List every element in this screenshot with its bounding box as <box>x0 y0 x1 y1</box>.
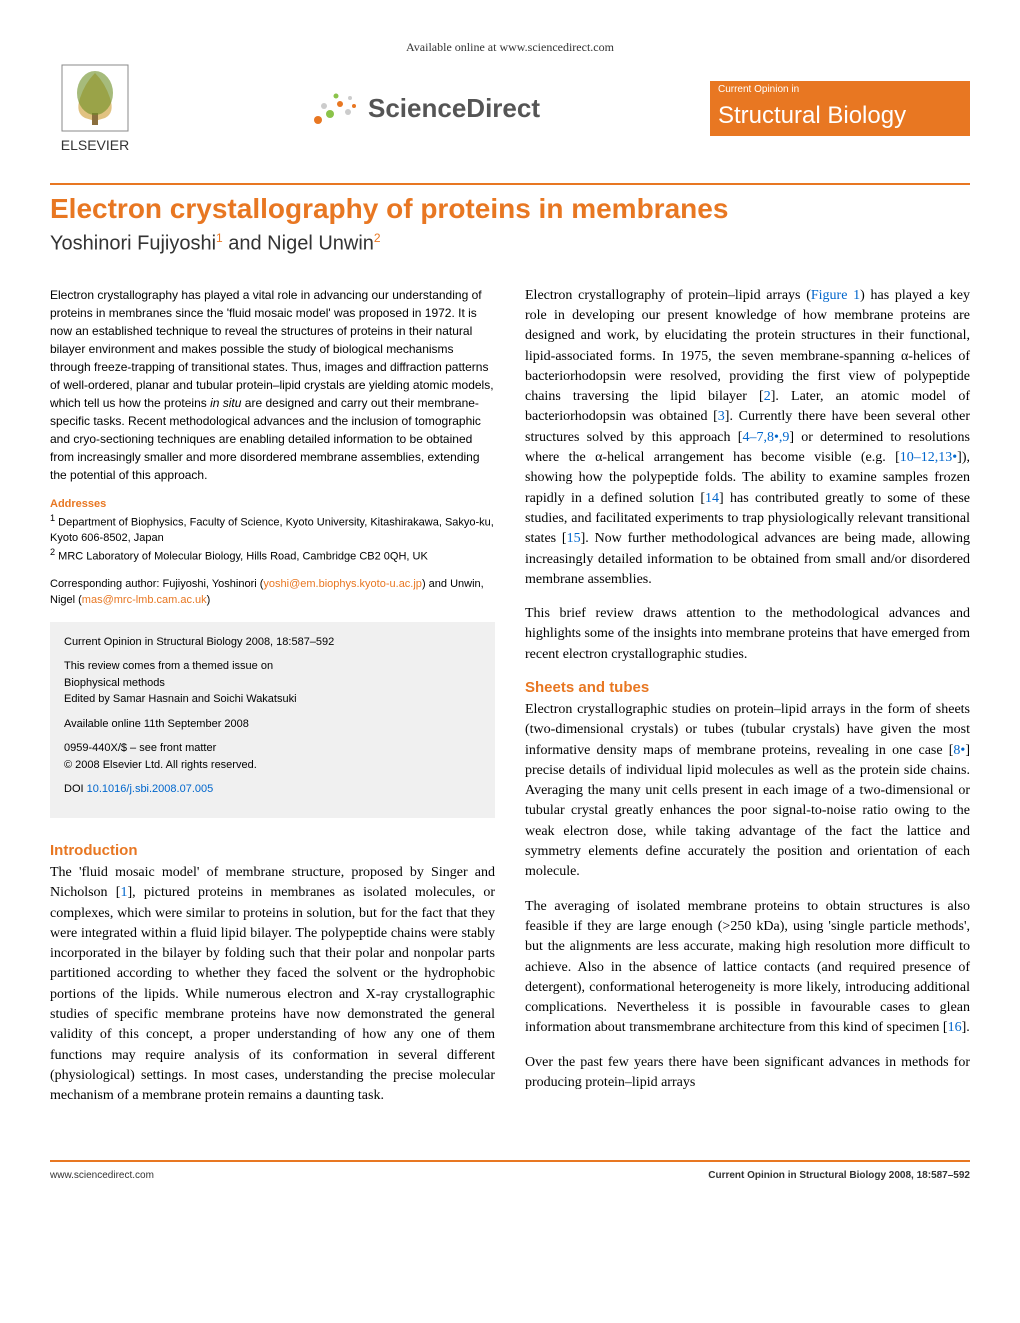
doi-line: DOI 10.1016/j.sbi.2008.07.005 <box>64 781 481 798</box>
introduction-p3: This brief review draws attention to the… <box>525 604 970 665</box>
footer-right: Current Opinion in Structural Biology 20… <box>708 1170 970 1181</box>
sciencedirect-label: ScienceDirect <box>368 93 540 124</box>
page-footer: www.sciencedirect.com Current Opinion in… <box>50 1160 970 1181</box>
journal-banner-name: Structural Biology <box>710 98 970 136</box>
article-authors: Yoshinori Fujiyoshi1 and Nigel Unwin2 <box>50 231 970 256</box>
available-online-text: Available online at www.sciencedirect.co… <box>50 40 970 55</box>
footer-left: www.sciencedirect.com <box>50 1170 154 1181</box>
elsevier-label: ELSEVIER <box>61 137 129 153</box>
citation-info-box: Current Opinion in Structural Biology 20… <box>50 622 495 818</box>
introduction-p2: Electron crystallography of protein–lipi… <box>525 286 970 590</box>
themed-issue: This review comes from a themed issue on… <box>64 658 481 708</box>
address-1: 1 Department of Biophysics, Faculty of S… <box>50 512 495 546</box>
sheets-p3: Over the past few years there have been … <box>525 1053 970 1094</box>
corresponding-author: Corresponding author: Fujiyoshi, Yoshino… <box>50 577 495 608</box>
sciencedirect-block: ScienceDirect <box>310 88 540 128</box>
sheets-tubes-heading: Sheets and tubes <box>525 679 970 696</box>
addresses-list: 1 Department of Biophysics, Faculty of S… <box>50 512 495 565</box>
introduction-heading: Introduction <box>50 842 495 859</box>
header-row: ELSEVIER ScienceDirect Current Opinion i… <box>50 63 970 163</box>
title-divider <box>50 183 970 185</box>
two-column-layout: Electron crystallography has played a vi… <box>50 286 970 1121</box>
journal-banner: Current Opinion in Structural Biology <box>710 81 970 136</box>
elsevier-tree-icon <box>60 63 130 133</box>
doi-link[interactable]: 10.1016/j.sbi.2008.07.005 <box>87 783 214 795</box>
sheets-p2: The averaging of isolated membrane prote… <box>525 897 970 1039</box>
sheets-p1: Electron crystallographic studies on pro… <box>525 700 970 883</box>
sciencedirect-dots-icon <box>310 88 360 128</box>
right-column: Electron crystallography of protein–lipi… <box>525 286 970 1121</box>
left-column: Electron crystallography has played a vi… <box>50 286 495 1121</box>
citation-line: Current Opinion in Structural Biology 20… <box>64 634 481 651</box>
article-title: Electron crystallography of proteins in … <box>50 193 970 225</box>
introduction-p1: The 'fluid mosaic model' of membrane str… <box>50 863 495 1107</box>
issn-copyright: 0959-440X/$ – see front matter © 2008 El… <box>64 740 481 773</box>
elsevier-block: ELSEVIER <box>50 63 140 153</box>
address-2: 2 MRC Laboratory of Molecular Biology, H… <box>50 546 495 565</box>
abstract-text: Electron crystallography has played a vi… <box>50 286 495 484</box>
available-online-date: Available online 11th September 2008 <box>64 716 481 733</box>
journal-banner-top: Current Opinion in <box>710 81 970 98</box>
addresses-heading: Addresses <box>50 498 495 510</box>
